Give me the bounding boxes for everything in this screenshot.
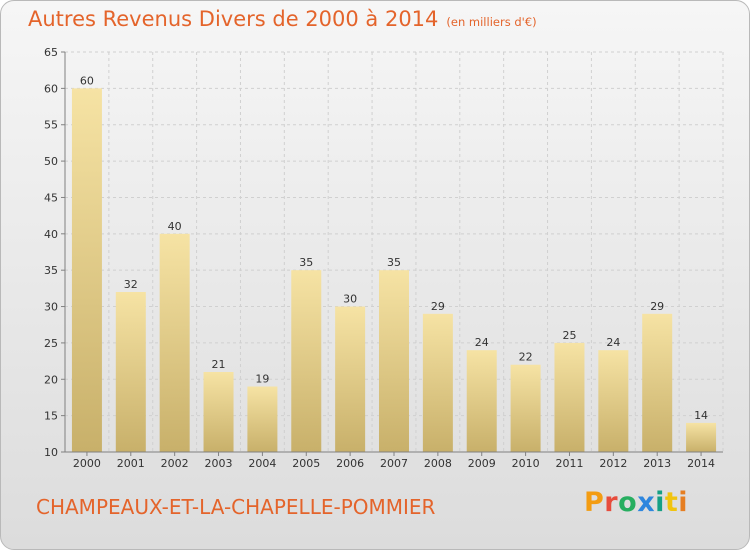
bar-2004 (247, 386, 278, 452)
bar-value-label: 29 (650, 300, 664, 313)
logo-letter: x (637, 487, 656, 518)
bar-value-label: 29 (431, 300, 445, 313)
bar-value-label: 30 (343, 293, 357, 306)
y-tick-label: 60 (44, 82, 58, 95)
bar-2001 (115, 292, 146, 452)
x-tick-label: 2004 (248, 457, 276, 470)
logo-letter: o (618, 487, 638, 518)
bar-value-label: 19 (255, 373, 269, 386)
x-tick-label: 2011 (555, 457, 583, 470)
bar-value-label: 22 (519, 351, 533, 364)
logo-letter: r (604, 487, 619, 518)
bar-value-label: 25 (562, 329, 576, 342)
logo-letter: t (664, 487, 679, 518)
x-tick-label: 2014 (687, 457, 715, 470)
bar-value-label: 35 (299, 256, 313, 269)
proxiti-logo[interactable]: Proxiti (584, 487, 688, 518)
bar-value-label: 14 (694, 409, 708, 422)
x-tick-label: 2000 (73, 457, 101, 470)
x-tick-label: 2002 (161, 457, 189, 470)
y-tick-label: 25 (44, 337, 58, 350)
chart-unit-note: (en milliers d'€) (446, 15, 537, 29)
bar-value-label: 60 (80, 74, 94, 87)
bar-value-label: 40 (168, 220, 182, 233)
logo-letter: P (584, 487, 605, 518)
commune-name: CHAMPEAUX-ET-LA-CHAPELLE-POMMIER (36, 495, 436, 519)
y-tick-label: 30 (44, 301, 58, 314)
bar-2007 (379, 270, 409, 452)
bar-2014 (686, 422, 717, 452)
y-tick-label: 15 (44, 410, 58, 423)
y-tick-label: 50 (44, 155, 58, 168)
y-tick-label: 40 (44, 228, 58, 241)
bar-2011 (554, 342, 585, 452)
x-tick-label: 2013 (643, 457, 671, 470)
logo-letter: i (655, 487, 665, 518)
bar-2009 (466, 350, 497, 452)
x-tick-label: 2003 (205, 457, 233, 470)
bar-value-label: 32 (124, 278, 138, 291)
y-tick-label: 10 (44, 446, 58, 459)
chart-title-line: Autres Revenus Divers de 2000 à 2014 (en … (28, 7, 537, 31)
bars: 60 32 40 21 19 35 30 35 29 24 22 25 24 29 14 (71, 74, 717, 452)
bar-2000 (71, 88, 102, 452)
y-tick-label: 20 (44, 373, 58, 386)
y-tick-label: 65 (44, 46, 58, 59)
x-tick-label: 2006 (336, 457, 364, 470)
bar-value-label: 24 (606, 336, 620, 349)
bar-value-label: 35 (387, 256, 401, 269)
y-tick-label: 55 (44, 119, 58, 132)
x-tick-label: 2005 (292, 457, 320, 470)
bar-2013 (642, 313, 673, 452)
x-tick-label: 2009 (468, 457, 496, 470)
bar-2003 (203, 372, 234, 452)
axes: 10 15 20 25 30 35 40 45 50 55 60 65 2000 2001 2002 2003… (44, 46, 723, 470)
x-tick-label: 2008 (424, 457, 452, 470)
bar-2006 (335, 306, 366, 452)
bar-2005 (291, 270, 322, 452)
bar-value-label: 21 (212, 358, 226, 371)
bar-2010 (510, 364, 541, 452)
bar-2012 (598, 350, 629, 452)
y-tick-label: 35 (44, 264, 58, 277)
x-tick-label: 2001 (117, 457, 145, 470)
x-tick-label: 2010 (512, 457, 540, 470)
bar-2002 (159, 233, 190, 452)
chart-title: Autres Revenus Divers de 2000 à 2014 (28, 7, 439, 31)
x-tick-label: 2012 (599, 457, 627, 470)
bar-value-label: 24 (475, 336, 489, 349)
y-tick-label: 45 (44, 191, 58, 204)
bar-2008 (422, 313, 453, 452)
logo-letter: i (678, 487, 689, 518)
x-tick-label: 2007 (380, 457, 408, 470)
